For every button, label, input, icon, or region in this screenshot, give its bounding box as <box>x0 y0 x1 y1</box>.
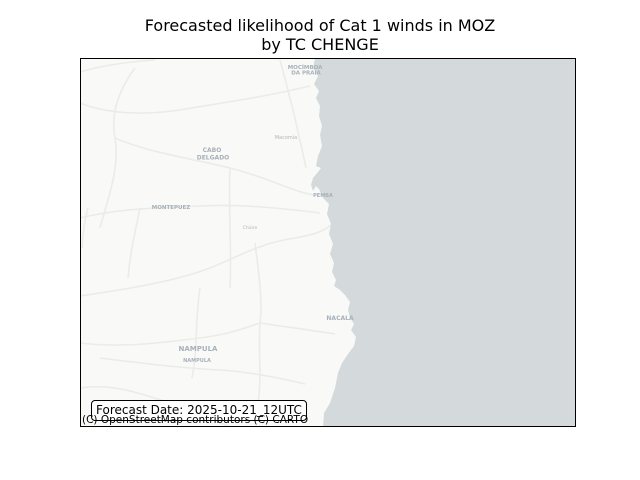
basemap: MOCÍMBOA DA PRAIA CABO DELGADO Macomia M… <box>80 58 576 427</box>
road <box>81 207 89 249</box>
road <box>279 59 307 169</box>
road <box>259 322 336 335</box>
map-panel[interactable]: MOCÍMBOA DA PRAIA CABO DELGADO Macomia M… <box>80 58 576 427</box>
place-label-line: DELGADO <box>197 155 230 162</box>
road <box>80 217 339 297</box>
road <box>80 85 311 114</box>
place-label: MONTEPUEZ <box>152 205 191 211</box>
place-label-line: DA PRAIA <box>291 71 321 77</box>
forecast-date-box: Forecast Date: 2025-10-21_12UTC <box>91 400 307 421</box>
map-attribution: (C) OpenStreetMap contributors (C) CARTO <box>82 414 309 426</box>
map-title-line-2: by TC CHENGE <box>261 35 379 54</box>
place-label-line: MOCÍMBOA <box>288 63 323 71</box>
place-label: CABO DELGADO <box>197 147 230 162</box>
place-label: NAMPULA <box>183 358 211 364</box>
place-label: PEMBA <box>313 193 333 199</box>
ocean-area <box>311 58 576 427</box>
place-label-line: CABO <box>203 147 222 154</box>
road <box>80 59 156 73</box>
place-label: NACALA <box>326 315 354 322</box>
road-network <box>80 59 339 427</box>
road <box>114 137 316 196</box>
road <box>191 287 201 379</box>
place-label: NAMPULA <box>179 345 219 353</box>
road <box>80 322 261 346</box>
road <box>228 167 232 289</box>
place-label: Chiúre <box>243 224 258 231</box>
place-labels: MOCÍMBOA DA PRAIA CABO DELGADO Macomia M… <box>152 63 354 364</box>
place-label: MOCÍMBOA DA PRAIA <box>288 63 325 77</box>
road <box>127 207 141 279</box>
road <box>99 357 306 385</box>
road <box>80 204 321 219</box>
place-label: Macomia <box>275 135 298 141</box>
map-title-line-1: Forecasted likelihood of Cat 1 winds in … <box>144 16 496 35</box>
